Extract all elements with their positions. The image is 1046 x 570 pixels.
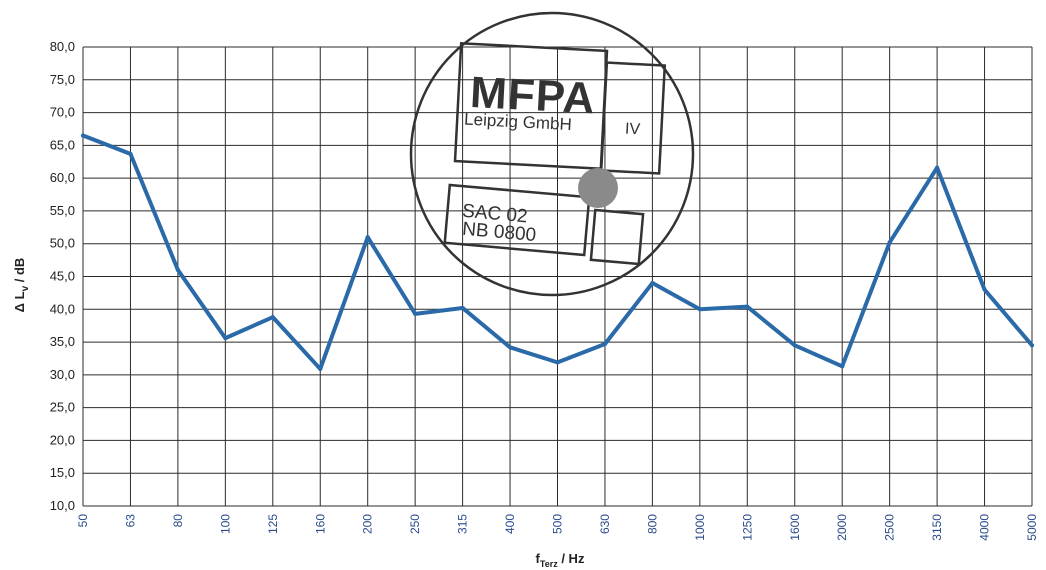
y-tick-label: 50,0 <box>50 236 75 251</box>
data-point <box>413 311 418 316</box>
data-point <box>318 366 323 371</box>
data-point <box>887 240 892 245</box>
x-axis-ticks: 50 63 80 100 125 160 200 250 315 400 500 630 800 1000… <box>76 514 1039 541</box>
data-point <box>508 345 513 350</box>
stamp-seal: MFPA Leipzig GmbH IV SAC 02 NB 0800 <box>409 11 695 297</box>
data-point <box>1030 343 1034 348</box>
x-tick-label: 2000 <box>835 514 849 541</box>
y-tick-label: 30,0 <box>50 367 75 382</box>
data-point <box>935 165 940 170</box>
data-point <box>460 305 465 310</box>
y-tick-label: 10,0 <box>50 498 75 513</box>
x-tick-label: 1600 <box>788 514 802 541</box>
data-point <box>792 343 797 348</box>
x-tick-label: 800 <box>645 514 659 534</box>
x-tick-label: 63 <box>123 514 137 528</box>
data-point <box>128 151 133 156</box>
data-point <box>270 315 275 320</box>
x-tick-label: 400 <box>503 514 517 534</box>
data-point <box>555 360 560 365</box>
x-tick-label: 1250 <box>740 514 754 541</box>
x-tick-label: 125 <box>266 514 280 534</box>
x-tick-label: 1000 <box>693 514 707 541</box>
y-tick-label: 55,0 <box>50 203 75 218</box>
series <box>81 133 1034 371</box>
y-axis-ticks: 10,0 15,0 20,0 25,0 30,0 35,0 40,0 45,0 50,0 55,0… <box>50 39 75 513</box>
y-tick-label: 70,0 <box>50 105 75 120</box>
x-tick-label: 80 <box>171 514 185 528</box>
x-tick-label: 250 <box>408 514 422 534</box>
x-tick-label: 2500 <box>883 514 897 541</box>
data-point <box>602 342 607 347</box>
y-tick-label: 80,0 <box>50 39 75 54</box>
data-point <box>840 364 845 369</box>
data-point <box>175 267 180 272</box>
x-tick-label: 160 <box>313 514 327 534</box>
x-tick-label: 4000 <box>978 514 992 541</box>
y-tick-label: 45,0 <box>50 269 75 284</box>
x-tick-label: 500 <box>551 514 565 534</box>
data-point <box>745 304 750 309</box>
y-tick-label: 25,0 <box>50 400 75 415</box>
y-tick-label: 35,0 <box>50 334 75 349</box>
y-tick-label: 20,0 <box>50 432 75 447</box>
y-tick-label: 65,0 <box>50 137 75 152</box>
data-point <box>365 235 370 240</box>
y-axis-label: Δ Lv / dB <box>12 258 31 313</box>
data-point <box>982 287 987 292</box>
x-tick-label: 630 <box>598 514 612 534</box>
x-tick-label: 50 <box>76 514 90 528</box>
x-tick-label: 315 <box>456 514 470 534</box>
data-point <box>650 281 655 286</box>
x-tick-label: 200 <box>361 514 375 534</box>
y-tick-label: 15,0 <box>50 465 75 480</box>
y-tick-label: 75,0 <box>50 72 75 87</box>
data-point <box>223 336 228 341</box>
data-point <box>81 133 85 138</box>
x-tick-label: 5000 <box>1025 514 1039 541</box>
y-tick-label: 60,0 <box>50 170 75 185</box>
stamp-group: IV <box>625 120 641 138</box>
x-tick-label: 3150 <box>930 514 944 541</box>
x-tick-label: 100 <box>218 514 232 534</box>
x-axis-label: fTerz / Hz <box>536 551 585 569</box>
data-point <box>697 307 702 312</box>
grid <box>82 46 1033 507</box>
y-tick-label: 40,0 <box>50 301 75 316</box>
stamp-logo: MFPA <box>469 68 597 123</box>
stamp-dot <box>578 168 618 208</box>
